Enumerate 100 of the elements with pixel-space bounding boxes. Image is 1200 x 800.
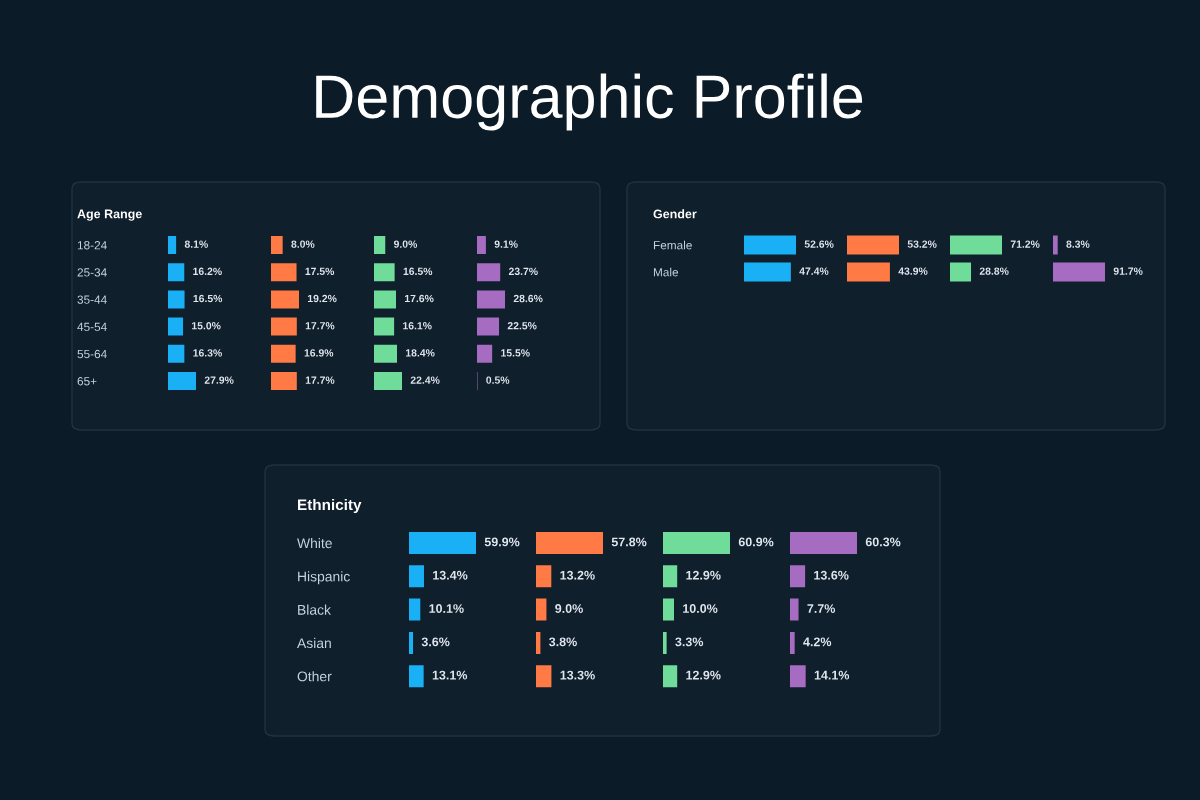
bar (536, 565, 552, 588)
bar (271, 344, 296, 363)
data-label: 17.7% (305, 322, 335, 330)
data-label: 8.1% (184, 240, 208, 248)
bar (168, 290, 185, 309)
bar (536, 532, 603, 554)
data-label: 16.2% (193, 267, 222, 275)
data-label: 71.2% (1010, 240, 1040, 248)
bar (271, 372, 297, 390)
bar (168, 344, 185, 363)
data-label: 13.3% (560, 670, 595, 680)
y-tick-label: Other (297, 671, 332, 682)
bar (663, 631, 667, 654)
bar (374, 290, 396, 309)
y-tick-label: 35-44 (77, 295, 107, 304)
bar (271, 236, 283, 254)
bar (536, 665, 552, 688)
bar (168, 263, 185, 282)
bar (168, 236, 177, 254)
bar (271, 263, 297, 282)
data-label: 17.7% (305, 376, 335, 384)
y-tick-label: Male (653, 267, 679, 277)
bar (790, 565, 806, 588)
data-label: 16.3% (193, 349, 222, 357)
chart-title: Age Range (77, 209, 142, 221)
bar (409, 565, 424, 588)
bar (168, 317, 184, 336)
data-label: 3.3% (675, 637, 704, 647)
data-label: 22.5% (507, 322, 537, 330)
data-label: 57.8% (611, 537, 647, 547)
data-label: 10.1% (429, 604, 464, 613)
bar (477, 290, 505, 309)
data-label: 13.1% (432, 670, 468, 680)
data-label: 43.9% (898, 267, 928, 275)
bar (271, 290, 299, 309)
data-label: 22.4% (410, 376, 440, 384)
bar (374, 236, 386, 254)
bar (477, 263, 501, 282)
y-tick-label: Female (653, 240, 692, 250)
data-label: 17.6% (404, 294, 434, 303)
data-label: 16.1% (403, 322, 432, 330)
data-label: 15.0% (192, 322, 221, 330)
data-label: 47.4% (799, 267, 829, 275)
data-label: 12.9% (686, 670, 721, 680)
y-tick-label: 55-64 (77, 349, 107, 359)
bar (790, 532, 857, 554)
text: Demographic Profile (316, 73, 863, 131)
data-label: 52.6% (804, 240, 834, 248)
data-label: 19.2% (307, 294, 337, 303)
data-label: 13.2% (560, 570, 595, 580)
data-label: 17.5% (305, 267, 335, 275)
chart-title: Gender (653, 209, 697, 219)
data-label: 7.7% (807, 604, 836, 613)
bar (790, 631, 795, 654)
data-label: 60.3% (865, 537, 901, 547)
data-label: 15.5% (501, 349, 530, 357)
data-label: 16.5% (193, 294, 223, 303)
y-tick-label: 25-34 (77, 268, 107, 277)
bar (271, 317, 297, 336)
bar (536, 631, 541, 654)
data-label: 59.9% (484, 537, 520, 547)
y-tick-label: 65+ (77, 377, 97, 386)
data-label: 9.1% (494, 240, 518, 248)
data-label: 0.5% (486, 376, 510, 384)
bar (536, 598, 547, 621)
bar (168, 372, 196, 390)
bar (663, 665, 678, 688)
y-tick-label: Black (298, 604, 331, 615)
bar (663, 598, 674, 621)
bar (409, 598, 421, 621)
y-tick-label: 18-24 (77, 241, 107, 250)
data-label: 8.0% (291, 240, 315, 248)
bar (790, 665, 806, 688)
data-label: 13.4% (433, 570, 468, 580)
data-label: 10.0% (683, 604, 718, 613)
data-label: 3.8% (549, 637, 577, 647)
chart-title: Ethnicity (298, 498, 362, 514)
bar (477, 236, 486, 254)
data-label: 16.5% (403, 267, 433, 275)
bar (663, 532, 730, 554)
bar (374, 372, 402, 390)
data-label: 91.7% (1113, 267, 1143, 275)
data-label: 14.1% (814, 670, 850, 680)
data-label: 3.6% (421, 637, 450, 647)
bar (374, 344, 397, 363)
data-label: 12.9% (686, 570, 721, 580)
bar (409, 631, 414, 654)
y-tick-label: White (297, 537, 332, 549)
data-label: 60.9% (738, 537, 774, 547)
data-label: 27.9% (204, 376, 234, 384)
data-label: 23.7% (508, 267, 538, 276)
data-label: 28.8% (979, 267, 1009, 275)
y-tick-label: Asian (297, 637, 331, 649)
bar (477, 317, 500, 336)
bar (790, 598, 799, 621)
bar (409, 532, 476, 554)
bar (374, 317, 395, 336)
data-label: 9.0% (393, 240, 418, 248)
data-label: 4.2% (803, 637, 832, 647)
y-tick-label: Hispanic (298, 571, 350, 585)
